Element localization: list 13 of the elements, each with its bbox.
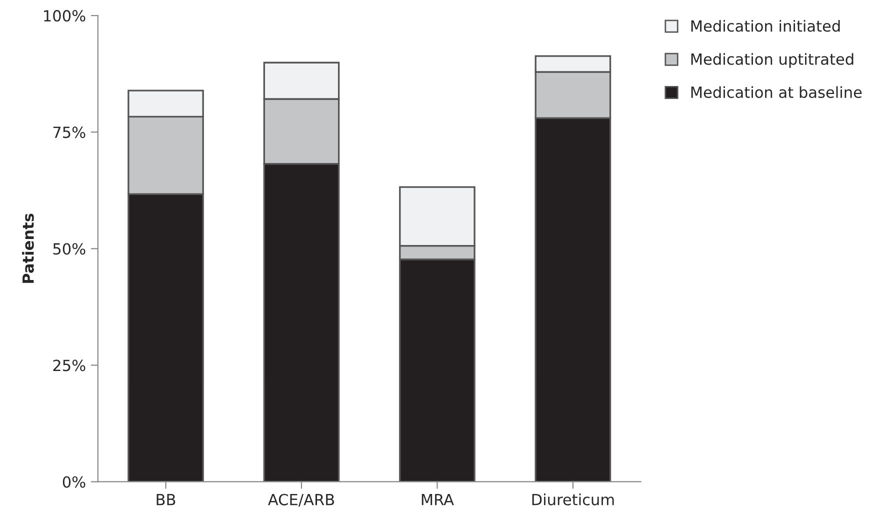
legend-label: Medication initiated bbox=[691, 20, 840, 32]
y-tick-label: 75% bbox=[53, 126, 86, 138]
legend-label: Medication at baseline bbox=[691, 86, 862, 98]
x-tick-label: BB bbox=[156, 494, 176, 506]
x-tick-label: ACE/ARB bbox=[268, 494, 334, 507]
y-tick-label: 25% bbox=[53, 360, 86, 372]
y-tick-label: 50% bbox=[53, 243, 86, 255]
y-tick-label: 0% bbox=[62, 476, 86, 488]
x-tick-label: MRA bbox=[422, 494, 454, 506]
x-tick-label: Diureticum bbox=[532, 494, 614, 506]
y-tick-label: 100% bbox=[44, 10, 86, 22]
legend-label: Medication uptitrated bbox=[691, 53, 854, 68]
y-axis-title: Patients bbox=[22, 214, 34, 283]
